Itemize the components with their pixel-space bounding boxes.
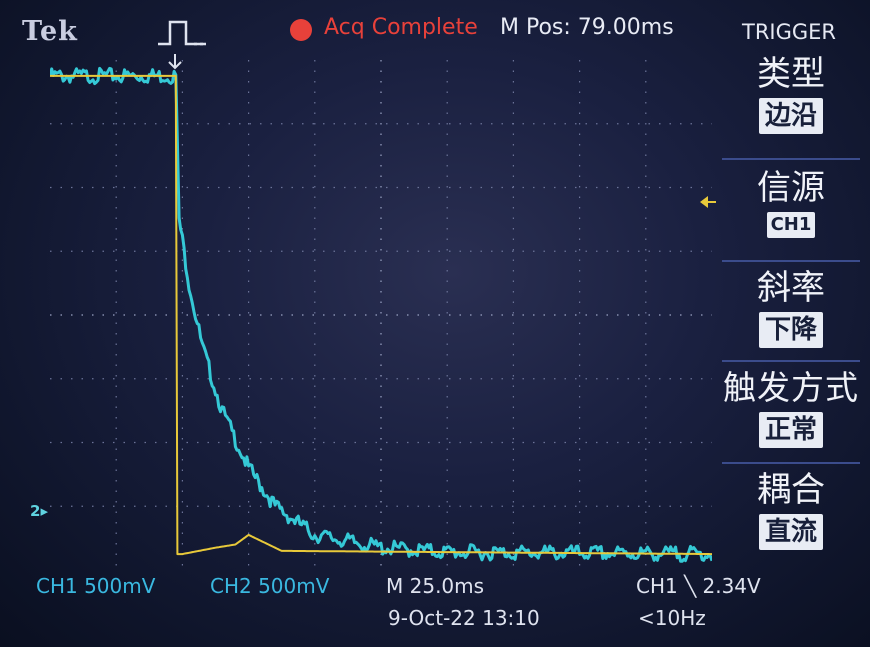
- ch2-ground-label: 2: [30, 502, 41, 520]
- menu-item-value: 下降: [758, 312, 823, 348]
- menu-item-value: 直流: [758, 514, 823, 550]
- menu-item-coupling[interactable]: 耦合 直流: [716, 470, 866, 550]
- graticule-grid: [50, 60, 712, 570]
- waveform-traces: [50, 66, 712, 563]
- menu-item-label: 耦合: [757, 470, 825, 510]
- menu-divider: [722, 158, 860, 160]
- menu-divider: [722, 462, 860, 464]
- acq-status: Acq Complete: [324, 15, 478, 40]
- ch1-scale: CH1 500mV: [36, 574, 156, 598]
- menu-title: TRIGGER: [742, 20, 837, 44]
- ch2-scale: CH2 500mV: [210, 574, 330, 598]
- menu-item-label: 类型: [757, 54, 825, 94]
- menu-item-value: 边沿: [758, 98, 823, 134]
- menu-divider: [722, 260, 860, 262]
- ch2-trace: [50, 66, 712, 563]
- date-time: 9-Oct-22 13:10: [388, 606, 540, 630]
- trigger-readout: CH1 ╲ 2.34V: [636, 574, 761, 598]
- menu-divider: [722, 360, 860, 362]
- menu-item-value: 正常: [758, 412, 823, 448]
- menu-item-label: 触发方式: [723, 368, 859, 407]
- trigger-frequency: <10Hz: [638, 606, 706, 630]
- menu-item-label: 信源: [757, 168, 825, 208]
- acq-status-icon: [290, 19, 312, 41]
- menu-item-label: 斜率: [757, 268, 825, 308]
- menu-item-mode[interactable]: 触发方式 正常: [716, 368, 866, 448]
- horizontal-position: M Pos: 79.00ms: [500, 15, 674, 40]
- menu-item-source[interactable]: 信源 CH1: [716, 168, 866, 238]
- ch2-ground-marker: 2▸: [30, 502, 48, 520]
- waveform-display: [50, 60, 712, 570]
- ch1-trace: [50, 74, 712, 556]
- timebase: M 25.0ms: [386, 574, 485, 598]
- trigger-level-icon: [700, 196, 716, 208]
- pulse-icon: [158, 20, 206, 46]
- menu-item-slope[interactable]: 斜率 下降: [716, 268, 866, 348]
- trigger-position-icon: [168, 54, 182, 70]
- menu-item-value: CH1: [766, 212, 816, 238]
- menu-item-type[interactable]: 类型 边沿: [716, 54, 866, 134]
- trigger-menu: TRIGGER 类型 边沿 信源 CH1 斜率 下降 触发方式 正常 耦合 直流: [716, 18, 866, 578]
- brand-logo: Tek: [22, 16, 78, 47]
